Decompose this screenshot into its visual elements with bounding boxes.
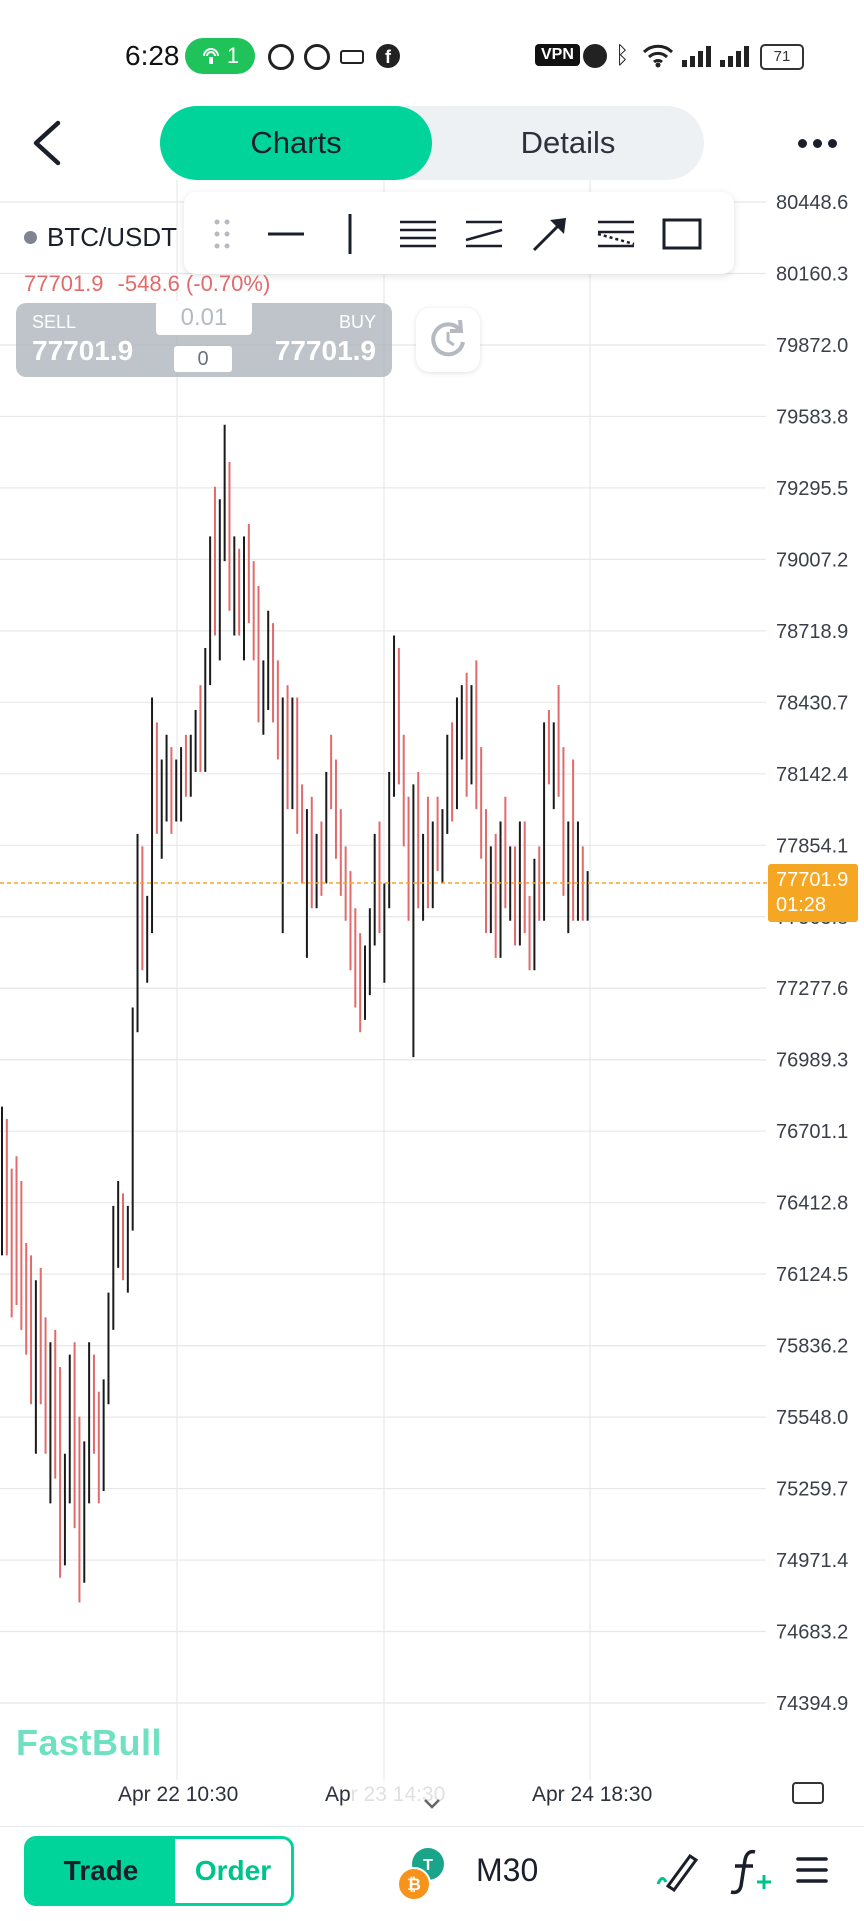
battery-indicator: 71 <box>760 44 804 70</box>
price-axis-label: 75259.7 <box>776 1479 848 1501</box>
tab-details[interactable]: Details <box>520 125 616 160</box>
timeframe-selector[interactable]: M30 <box>476 1852 539 1888</box>
indicators-icon[interactable] <box>727 1846 773 1896</box>
price-change: -548.6 <box>117 271 180 296</box>
price-axis-label: 80160.3 <box>776 263 848 285</box>
price-axis-label: 74683.2 <box>776 1622 848 1644</box>
price-axis-label: 79872.0 <box>776 335 848 357</box>
price-axis-label: 76124.5 <box>776 1264 848 1286</box>
price-axis-label: 75548.0 <box>776 1407 848 1429</box>
time-axis-label: Apr 24 18:30 <box>532 1783 653 1806</box>
whatsapp-business-icon <box>304 44 330 70</box>
price-axis-label: 75836.2 <box>776 1336 848 1358</box>
drawing-toolbar <box>184 192 734 274</box>
pen-tool-icon[interactable] <box>654 1850 698 1894</box>
price-axis-label: 74394.9 <box>776 1693 848 1715</box>
rectangle-icon[interactable] <box>660 212 704 256</box>
spread-value: 0 <box>174 346 232 372</box>
price-axis-label: 77854.1 <box>776 835 848 857</box>
price-axis-label: 78142.4 <box>776 764 848 786</box>
current-price: 77701.9 <box>776 869 849 891</box>
fullscreen-icon[interactable] <box>792 1782 824 1804</box>
fastbull-logo: FastBull <box>16 1722 163 1763</box>
fib-retracement-icon[interactable] <box>594 212 638 256</box>
price-axis-label: 78718.9 <box>776 621 848 643</box>
signal-icon-2 <box>720 46 749 67</box>
buy-label: BUY <box>338 312 376 332</box>
symbol-name: BTC/USDT <box>47 222 177 252</box>
whatsapp-icon <box>268 44 294 70</box>
price-axis-label: 79295.5 <box>776 478 848 500</box>
refresh-icon <box>431 319 465 357</box>
dot-icon <box>812 138 822 148</box>
time-axis-scroll-handle[interactable] <box>350 1786 514 1820</box>
price-axis-label: 74971.4 <box>776 1550 848 1572</box>
alarm-icon <box>583 44 607 68</box>
symbol-header[interactable]: BTC/USDT <box>24 222 177 253</box>
current-price-tag: 77701.9 01:28 <box>768 864 858 922</box>
price-axis-label: 79583.8 <box>776 406 848 428</box>
tab-charts[interactable]: Charts <box>160 106 432 180</box>
lot-size-input[interactable]: 0.01 <box>156 301 252 335</box>
dot-icon <box>827 138 837 148</box>
price-axis-label: 76989.3 <box>776 1050 848 1072</box>
buy-button[interactable]: 77701.9 <box>274 335 376 366</box>
arrow-icon[interactable] <box>528 212 572 256</box>
quote-row: 77701.9 -548.6 (-0.70%) <box>24 271 284 297</box>
symbol-coin-icons[interactable]: T ₿ <box>394 1846 450 1902</box>
price-change-percent: (-0.70%) <box>185 271 271 296</box>
price-axis-label: 80448.6 <box>776 192 848 214</box>
time-axis-label: Apr 22 10:30 <box>118 1783 239 1806</box>
price-chart[interactable]: 80448.6 80160.3 79872.0 79583.8 79295.5 79007… <box>0 180 864 1780</box>
horizontal-channel-icon[interactable] <box>396 212 440 256</box>
price-axis-label: 76701.1 <box>776 1121 848 1143</box>
trade-order-toggle: Trade Order <box>24 1836 294 1906</box>
order-button[interactable]: Order <box>194 1855 272 1886</box>
more-options-button[interactable] <box>794 128 840 158</box>
drag-handle-icon[interactable] <box>200 212 244 256</box>
price-axis-label: 77277.6 <box>776 978 848 1000</box>
facebook-icon: f <box>376 44 400 68</box>
sell-button[interactable]: 77701.9 <box>32 335 134 366</box>
one-click-trade-panel: SELL 77701.9 BUY 77701.9 0.01 0 <box>16 301 392 377</box>
price-axis-label: 76412.8 <box>776 1193 848 1215</box>
hotspot-pill: 1 <box>185 38 255 74</box>
signal-icon <box>682 46 711 67</box>
hotspot-count: 1 <box>226 43 240 68</box>
bitcoin-icon <box>397 1867 431 1901</box>
candle-countdown: 01:28 <box>776 894 827 916</box>
svg-text:₿: ₿ <box>407 1875 421 1894</box>
sell-label: SELL <box>32 312 77 332</box>
clock: 6:28 <box>125 40 180 71</box>
chevron-down-icon <box>424 1799 440 1809</box>
message-icon <box>340 50 364 64</box>
svg-text:T: T <box>423 1857 433 1874</box>
wifi-icon <box>642 44 674 68</box>
dot-icon <box>797 138 807 148</box>
vpn-badge: VPN <box>535 44 580 66</box>
refresh-button[interactable] <box>416 308 480 372</box>
hotspot-icon <box>202 48 219 64</box>
back-button[interactable] <box>24 115 72 171</box>
price-axis-label: 78430.7 <box>776 692 848 714</box>
trade-button[interactable]: Trade <box>27 1839 175 1903</box>
vertical-line-icon[interactable] <box>328 212 372 256</box>
status-bar: 6:28 1 f VPN ᛒ 71 <box>0 0 864 100</box>
price-axis-label: 79007.2 <box>776 549 848 571</box>
last-price: 77701.9 <box>24 271 104 296</box>
horizontal-line-icon[interactable] <box>264 212 308 256</box>
parallel-channel-icon[interactable] <box>462 212 506 256</box>
bluetooth-icon: ᛒ <box>615 42 630 69</box>
market-status-dot <box>24 231 37 244</box>
menu-icon[interactable] <box>796 1856 828 1884</box>
